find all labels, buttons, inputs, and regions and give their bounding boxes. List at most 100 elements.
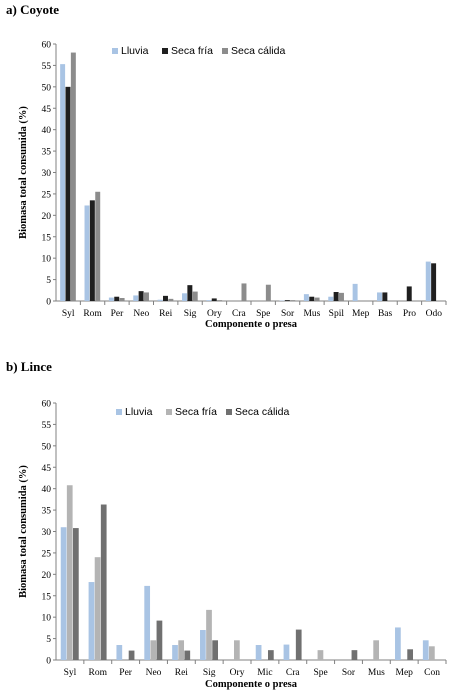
bar: [267, 650, 274, 660]
bar: [431, 263, 437, 301]
legend-label: Seca fría: [171, 45, 213, 57]
bar: [241, 283, 247, 301]
x-tick-label: Ory: [207, 309, 222, 319]
x-tick-label: Cra: [232, 309, 247, 319]
y-tick-label: 60: [42, 400, 52, 410]
x-tick-label: Con: [424, 668, 440, 678]
x-tick-label: Rei: [175, 668, 189, 678]
bar: [377, 292, 382, 301]
x-tick-label: Sig: [184, 309, 197, 319]
y-tick-label: 25: [42, 549, 52, 559]
legend-label: Seca cálida: [235, 406, 289, 418]
legend-label: Seca cálida: [231, 45, 285, 57]
legend-swatch: [112, 48, 118, 54]
bar: [72, 528, 79, 660]
y-tick-label: 10: [42, 255, 52, 265]
x-tick-label: Per: [111, 309, 125, 319]
panel-title: b) Lince: [6, 359, 52, 374]
y-tick-label: 45: [42, 105, 52, 115]
x-tick-label: Ory: [230, 668, 245, 678]
x-tick-label: Sor: [342, 668, 356, 678]
bar: [187, 285, 193, 301]
panel-title: a) Coyote: [6, 2, 59, 17]
y-tick-label: 40: [42, 126, 52, 136]
bar: [373, 640, 380, 660]
bar: [84, 205, 90, 301]
x-tick-label: Odo: [426, 309, 443, 319]
bar: [156, 620, 163, 660]
y-tick-label: 0: [46, 298, 51, 308]
bar: [422, 640, 429, 660]
bar: [138, 291, 144, 301]
legend-label: Lluvia: [125, 406, 153, 418]
x-axis-label: Componente o presa: [205, 319, 298, 330]
x-tick-label: Rei: [159, 309, 173, 319]
bar: [150, 640, 157, 660]
x-tick-label: Rom: [89, 668, 108, 678]
bar: [182, 293, 187, 301]
bar: [338, 292, 344, 301]
y-tick-label: 15: [42, 233, 52, 243]
bar: [351, 650, 358, 660]
bar: [88, 582, 95, 660]
bar: [94, 557, 101, 660]
x-tick-label: Mep: [396, 668, 414, 678]
y-tick-label: 10: [42, 614, 52, 624]
legend-swatch: [222, 48, 228, 54]
x-tick-label: Mus: [368, 668, 385, 678]
x-axis-label: Componente o presa: [205, 679, 298, 690]
bar: [212, 640, 219, 660]
bar: [284, 300, 290, 301]
bar: [333, 292, 339, 301]
bar: [168, 298, 174, 301]
bar: [192, 291, 198, 301]
bar: [309, 296, 315, 301]
y-tick-label: 30: [42, 169, 52, 179]
x-tick-label: Spe: [256, 309, 270, 319]
bar: [108, 297, 114, 301]
y-tick-label: 20: [42, 212, 52, 222]
bar: [317, 650, 324, 660]
bar: [144, 585, 151, 660]
y-tick-label: 55: [42, 62, 52, 72]
bar: [234, 640, 240, 660]
bar: [128, 650, 135, 660]
y-tick-label: 20: [42, 571, 52, 581]
bar: [425, 261, 431, 301]
x-tick-label: Rom: [83, 309, 102, 319]
x-tick-label: Per: [119, 668, 133, 678]
bar: [114, 296, 120, 301]
bar: [290, 300, 296, 301]
bar: [265, 284, 271, 301]
bar: [163, 295, 168, 301]
y-axis-label: Biomasa total consumida (%): [18, 106, 29, 239]
bar: [407, 649, 414, 660]
bar: [178, 640, 185, 660]
bar: [70, 52, 76, 301]
legend-swatch: [166, 409, 172, 415]
bar: [172, 645, 178, 660]
bar: [116, 645, 123, 660]
bar: [206, 300, 212, 301]
y-tick-label: 45: [42, 464, 52, 474]
x-tick-label: Spe: [314, 668, 328, 678]
legend-swatch: [226, 409, 232, 415]
bar: [314, 297, 320, 301]
bar: [95, 191, 101, 301]
x-tick-label: Mep: [352, 309, 370, 319]
y-tick-label: 15: [42, 592, 52, 602]
y-tick-label: 35: [42, 148, 52, 158]
y-tick-label: 50: [42, 442, 52, 452]
bar: [157, 299, 163, 301]
legend-swatch: [162, 48, 168, 54]
y-axis-label: Biomasa total consumida (%): [18, 465, 29, 598]
x-tick-label: Cra: [286, 668, 301, 678]
y-tick-label: 60: [42, 41, 52, 51]
bar: [100, 504, 107, 660]
x-tick-label: Syl: [64, 668, 77, 678]
bar: [255, 645, 262, 660]
x-tick-label: Spil: [329, 309, 345, 319]
bar: [211, 298, 217, 301]
x-tick-label: Mus: [303, 309, 320, 319]
